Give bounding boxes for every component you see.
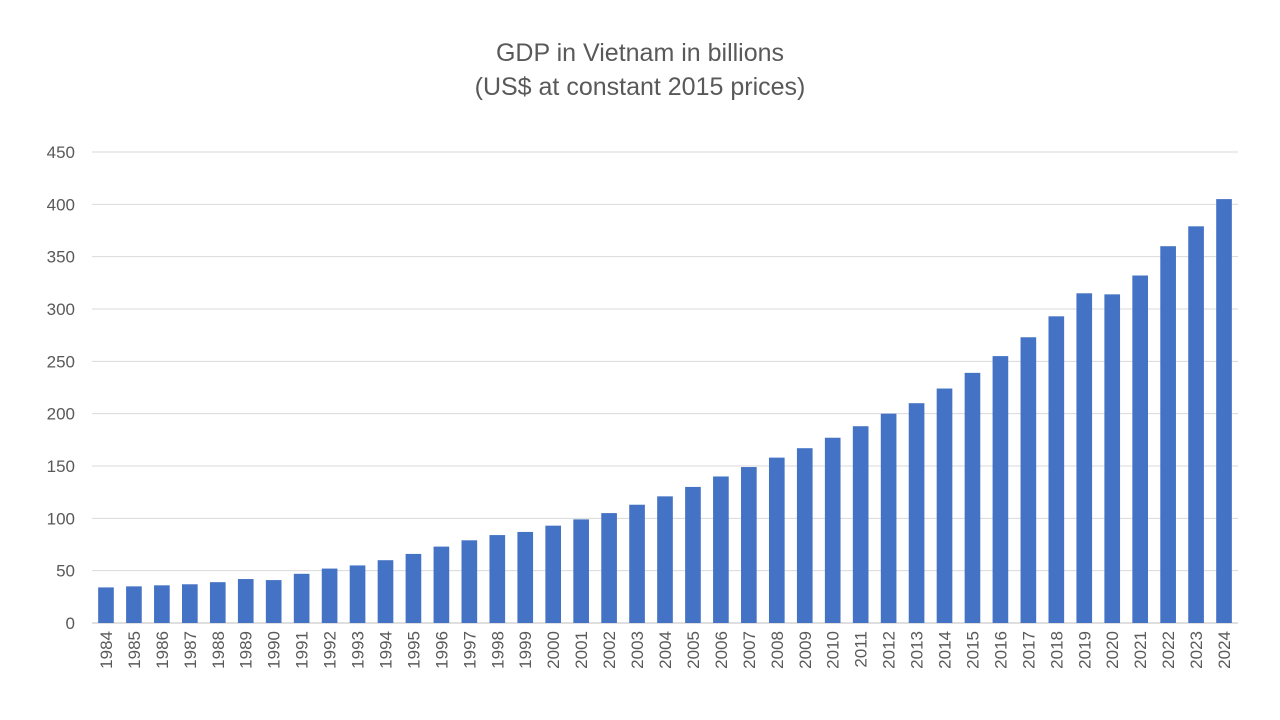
bar-2023 [1188, 226, 1204, 623]
chart-title-line-1: GDP in Vietnam in billions [495, 39, 785, 67]
x-tick-label: 1984 [97, 631, 116, 669]
x-tick-label: 1996 [432, 631, 451, 669]
x-tick-label: 2005 [684, 631, 703, 669]
x-tick-label: 2015 [963, 631, 982, 669]
bar-2005 [685, 486, 701, 623]
bar-2009 [796, 448, 813, 623]
bar-2024 [1216, 199, 1232, 623]
x-tick-label: 2020 [1103, 631, 1122, 669]
x-tick-label: 1995 [404, 631, 423, 669]
bar-2002 [601, 513, 617, 623]
x-tick-label: 2024 [1215, 631, 1234, 669]
x-tick-label: 2006 [712, 631, 731, 669]
bar-2010 [824, 437, 841, 623]
x-tick-label: 2014 [936, 631, 955, 669]
x-tick-label: 1998 [488, 631, 507, 669]
y-tick-label: 0 [66, 614, 75, 633]
bar-2012 [880, 413, 897, 623]
y-tick-label: 100 [47, 509, 75, 528]
x-tick-label: 1986 [153, 631, 172, 669]
x-tick-label: 1993 [349, 631, 368, 669]
bar-2008 [768, 457, 785, 623]
x-tick-label: 2011 [852, 631, 871, 668]
x-tick-label: 1987 [181, 631, 200, 669]
bar-2011 [852, 426, 869, 623]
x-tick-label: 2007 [740, 631, 759, 669]
bar-2019 [1076, 293, 1093, 623]
y-axis-ticks: 0 50 100 150 200 250 300 350 400 450 [47, 143, 75, 633]
x-tick-label: 2003 [628, 631, 647, 669]
x-tick-label: 2004 [656, 631, 675, 669]
y-tick-label: 250 [47, 352, 75, 371]
bar-2000 [545, 525, 562, 623]
bar-1985 [126, 586, 142, 623]
x-tick-label: 2013 [908, 631, 927, 669]
bar-1998 [489, 535, 506, 623]
bar-2021 [1132, 275, 1148, 623]
x-tick-label: 2012 [880, 631, 899, 669]
x-tick-label: 2009 [796, 631, 815, 669]
x-tick-label: 1999 [516, 631, 535, 669]
x-tick-label: 1985 [125, 631, 144, 669]
x-tick-label: 2018 [1047, 631, 1066, 669]
chart-title: GDP in Vietnam in billions (US$ at const… [0, 36, 1280, 104]
y-tick-label: 150 [47, 457, 75, 476]
x-axis-ticks: 1984 1985 1986 1987 1988 1989 1990 1991 1992 1993… [97, 631, 1234, 669]
x-tick-label: 2001 [572, 631, 591, 669]
x-tick-label: 2016 [991, 631, 1010, 669]
bar-1992 [321, 568, 338, 623]
y-tick-label: 450 [47, 143, 75, 162]
x-tick-label: 2000 [544, 631, 563, 669]
x-tick-label: 2008 [768, 631, 787, 669]
bar-2017 [1020, 337, 1037, 623]
x-tick-label: 1994 [376, 631, 395, 669]
bar-1995 [405, 553, 422, 623]
bar-2020 [1104, 294, 1121, 623]
bar-2022 [1160, 246, 1176, 623]
bar-1991 [293, 573, 310, 623]
x-tick-label: 1989 [237, 631, 256, 669]
x-tick-label: 1991 [293, 631, 312, 669]
x-tick-label: 2019 [1075, 631, 1094, 669]
bar-2018 [1048, 316, 1065, 623]
bars [98, 199, 1232, 623]
x-tick-label: 2002 [600, 631, 619, 669]
bar-1993 [349, 565, 366, 623]
bar-1999 [517, 531, 534, 623]
x-tick-label: 2017 [1019, 631, 1038, 669]
bar-2016 [992, 356, 1009, 623]
x-tick-label: 2021 [1131, 631, 1150, 669]
bar-1984 [98, 587, 114, 623]
bar-2003 [629, 504, 645, 623]
bar-1994 [377, 560, 394, 623]
bar-2006 [713, 476, 729, 623]
x-tick-label: 2023 [1187, 631, 1206, 669]
x-tick-label: 1988 [209, 631, 228, 669]
bar-1986 [154, 585, 170, 623]
chart-title-line-2: (US$ at constant 2015 prices) [474, 73, 806, 101]
x-tick-label: 2022 [1159, 631, 1178, 669]
x-tick-label: 1997 [460, 631, 479, 669]
x-tick-label: 1990 [265, 631, 284, 669]
bar-2015 [964, 372, 981, 623]
bar-2014 [936, 388, 953, 623]
x-tick-label: 2010 [824, 631, 843, 669]
bar-1988 [209, 582, 226, 623]
y-tick-label: 50 [56, 562, 75, 581]
y-tick-label: 400 [47, 195, 75, 214]
bar-1997 [461, 540, 478, 623]
bar-2001 [573, 519, 589, 623]
bar-1989 [237, 579, 254, 623]
bar-2004 [657, 496, 673, 623]
y-tick-label: 350 [47, 248, 75, 267]
bar-2013 [908, 403, 925, 623]
bar-1990 [265, 580, 282, 623]
y-tick-label: 200 [47, 405, 75, 424]
bar-1996 [433, 546, 450, 623]
x-tick-label: 1992 [321, 631, 340, 669]
y-tick-label: 300 [47, 300, 75, 319]
bar-1987 [182, 584, 198, 623]
bar-2007 [741, 467, 757, 623]
